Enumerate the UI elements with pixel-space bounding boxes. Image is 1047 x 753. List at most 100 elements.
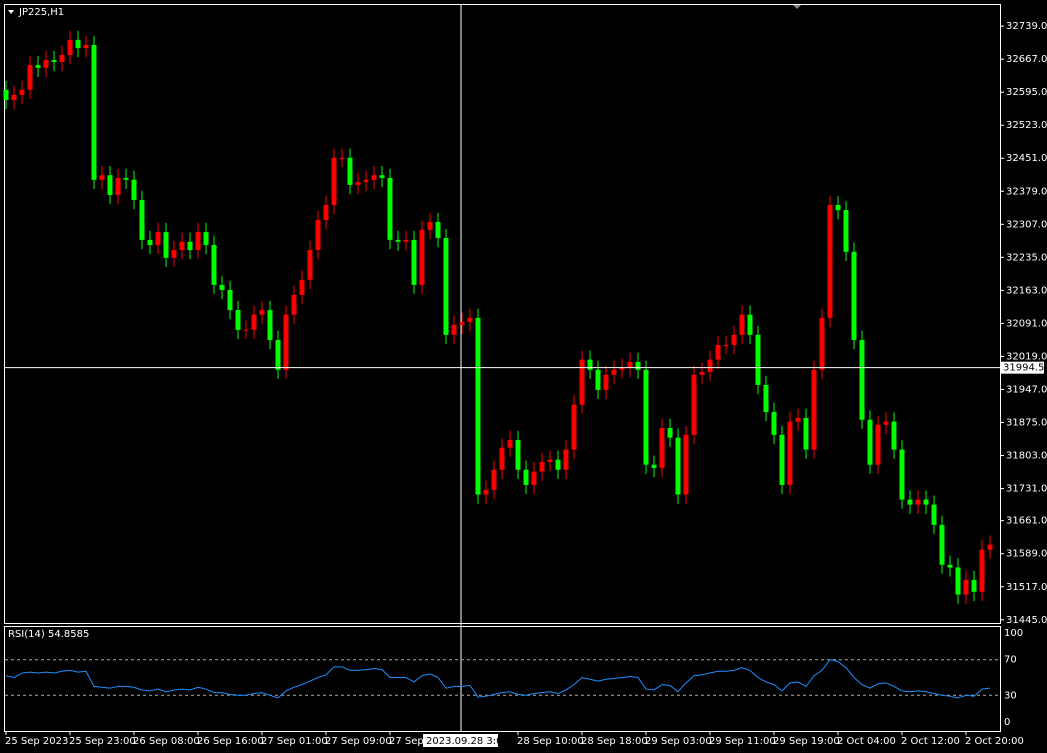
candle-body bbox=[939, 524, 945, 565]
candle-body bbox=[155, 232, 161, 245]
candle-body bbox=[83, 44, 89, 49]
candle-body bbox=[307, 249, 313, 280]
candle-body bbox=[267, 310, 273, 340]
y-tick-label: 31875.0 bbox=[1006, 418, 1047, 429]
candle-body bbox=[387, 177, 393, 240]
rsi-title: RSI(14) 54.8585 bbox=[8, 629, 89, 640]
crosshair-time-label: 2023.09.28 3:00 bbox=[426, 736, 509, 747]
candle-body bbox=[571, 404, 577, 450]
y-tick-label: 32019.0 bbox=[1006, 351, 1047, 362]
candle-body bbox=[859, 339, 865, 420]
candle-body bbox=[971, 579, 977, 592]
candle-body bbox=[467, 317, 473, 323]
candle-body bbox=[907, 499, 913, 505]
candle-body bbox=[99, 175, 105, 180]
candle-body bbox=[547, 459, 553, 462]
x-tick-label: 25 Sep 2023 bbox=[5, 736, 68, 747]
y-tick-label: 32091.0 bbox=[1006, 318, 1047, 329]
candle-body bbox=[651, 464, 657, 468]
y-tick-label: 100 bbox=[1004, 628, 1023, 639]
candle-body bbox=[339, 157, 345, 159]
y-tick-label: 30 bbox=[1004, 690, 1017, 701]
main-frame bbox=[4, 4, 1001, 624]
candle-body bbox=[395, 239, 401, 242]
y-tick-label: 31731.0 bbox=[1006, 484, 1047, 495]
candle-body bbox=[515, 439, 521, 470]
candle-body bbox=[947, 564, 953, 568]
menu-triangle[interactable] bbox=[8, 10, 14, 14]
candle-body bbox=[195, 232, 201, 250]
candle-body bbox=[139, 199, 145, 240]
y-tick-label: 31803.0 bbox=[1006, 451, 1047, 462]
y-tick-label: 31661.0 bbox=[1006, 516, 1047, 527]
candle-body bbox=[963, 579, 969, 595]
candle-body bbox=[595, 369, 601, 390]
candle-body bbox=[635, 361, 641, 370]
candle-body bbox=[587, 359, 593, 370]
candle-body bbox=[187, 241, 193, 250]
plot-layer: 32739.0 32667.0 32595.0 32523.0 32451.0 32379… bbox=[3, 21, 1047, 747]
y-tick-label: 32379.0 bbox=[1006, 186, 1047, 197]
candle-body bbox=[43, 60, 49, 68]
y-tick-label: 32163.0 bbox=[1006, 285, 1047, 296]
candle-body bbox=[611, 369, 617, 375]
candle-body bbox=[35, 65, 41, 68]
candle-body bbox=[483, 489, 489, 495]
candle-body bbox=[411, 239, 417, 285]
candle-body bbox=[27, 65, 33, 90]
candle-body bbox=[355, 182, 361, 185]
candle-body bbox=[659, 428, 665, 468]
x-tick-label: 29 Sep 03:00 bbox=[645, 736, 712, 747]
candle-body bbox=[147, 239, 153, 245]
candle-body bbox=[747, 314, 753, 335]
candle-body bbox=[451, 324, 457, 335]
candle-body bbox=[403, 239, 409, 242]
rsi-frame bbox=[4, 626, 1001, 732]
y-tick-label: 31517.0 bbox=[1006, 582, 1047, 593]
candle-body bbox=[739, 314, 745, 335]
candle-body bbox=[107, 175, 113, 195]
candle-body bbox=[883, 421, 889, 425]
candle-body bbox=[75, 39, 81, 49]
candle-body bbox=[11, 94, 17, 100]
candle-body bbox=[259, 310, 265, 315]
candle-body bbox=[683, 434, 689, 495]
candle-body bbox=[427, 222, 433, 230]
candle-body bbox=[811, 369, 817, 450]
x-tick-label: 26 Sep 08:00 bbox=[133, 736, 200, 747]
candle-body bbox=[443, 238, 449, 335]
candle-body bbox=[827, 205, 833, 318]
candle-body bbox=[787, 421, 793, 485]
candle-body bbox=[819, 317, 825, 370]
crosshair-price-label: 31994.5 bbox=[1003, 363, 1044, 374]
x-tick-label: 29 Sep 19:00 bbox=[773, 736, 840, 747]
candle-body bbox=[923, 499, 929, 505]
candle-body bbox=[899, 449, 905, 500]
candle-body bbox=[835, 205, 841, 211]
candle-body bbox=[507, 439, 513, 448]
candle-body bbox=[203, 232, 209, 245]
candle-body bbox=[627, 361, 633, 368]
candle-body bbox=[19, 89, 25, 95]
x-tick-label: 29 Sep 11:00 bbox=[709, 736, 776, 747]
candle-body bbox=[771, 411, 777, 435]
candle-body bbox=[347, 157, 353, 185]
candle-body bbox=[251, 314, 257, 330]
candle-body bbox=[211, 244, 217, 285]
candle-body bbox=[163, 232, 169, 258]
candle-body bbox=[475, 317, 481, 495]
candle-body bbox=[619, 367, 625, 370]
x-tick-label: 27 Sep 01:00 bbox=[261, 736, 328, 747]
candle-body bbox=[763, 384, 769, 412]
candle-body bbox=[755, 334, 761, 385]
candle-body bbox=[691, 374, 697, 435]
rsi-line bbox=[5, 659, 991, 699]
x-tick-label: 26 Sep 16:00 bbox=[197, 736, 264, 747]
candle-body bbox=[563, 449, 569, 470]
candle-body bbox=[955, 567, 961, 595]
candle-body bbox=[531, 471, 537, 485]
y-tick-label: 70 bbox=[1004, 655, 1017, 666]
candle-body bbox=[843, 210, 849, 252]
